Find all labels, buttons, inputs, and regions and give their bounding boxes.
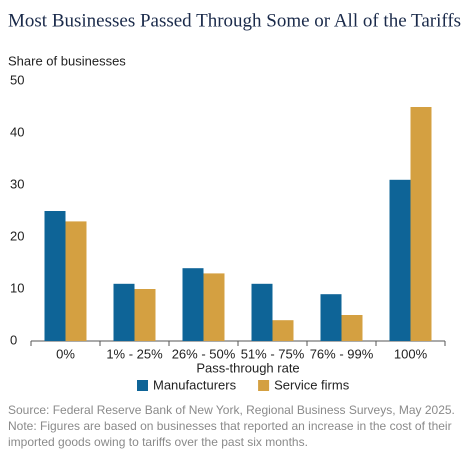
bar xyxy=(65,221,87,341)
legend-swatch xyxy=(258,380,270,391)
y-tick-label: 40 xyxy=(10,124,24,139)
bar xyxy=(251,283,273,341)
bar xyxy=(389,179,411,341)
y-tick-label: 50 xyxy=(10,72,24,87)
x-tick-label: 1% - 25% xyxy=(106,346,163,361)
legend-swatch xyxy=(137,380,148,391)
x-tick-label: 100% xyxy=(394,346,428,361)
x-tick-label: 26% - 50% xyxy=(172,346,236,361)
bar xyxy=(203,273,225,341)
source: Source: Federal Reserve Bank of New York… xyxy=(8,403,455,417)
y-tick-label: 0 xyxy=(10,332,17,347)
x-tick-label: 76% - 99% xyxy=(310,346,374,361)
bar xyxy=(134,289,156,341)
y-tick-label: 30 xyxy=(10,176,24,191)
y-tick-label: 10 xyxy=(10,280,24,295)
bar xyxy=(44,211,66,341)
y-tick-label: 20 xyxy=(10,228,24,243)
x-tick-label: 51% - 75% xyxy=(241,346,305,361)
y-axis-label: Share of businesses xyxy=(8,53,126,68)
bar xyxy=(272,320,294,341)
legend-label: Service firms xyxy=(274,377,350,392)
bar xyxy=(182,268,204,341)
x-tick-label: 0% xyxy=(56,346,75,361)
bar xyxy=(113,283,135,341)
chart: Most Businesses Passed Through Some or A… xyxy=(8,10,461,392)
footer: Source: Federal Reserve Bank of New York… xyxy=(8,402,468,450)
bar xyxy=(410,107,432,341)
bar xyxy=(320,294,342,341)
x-axis-label: Pass-through rate xyxy=(196,360,299,375)
bar xyxy=(341,315,363,341)
note: Note: Figures are based on businesses th… xyxy=(8,419,452,449)
legend-label: Manufacturers xyxy=(153,377,237,392)
chart-title: Most Businesses Passed Through Some or A… xyxy=(8,10,461,31)
